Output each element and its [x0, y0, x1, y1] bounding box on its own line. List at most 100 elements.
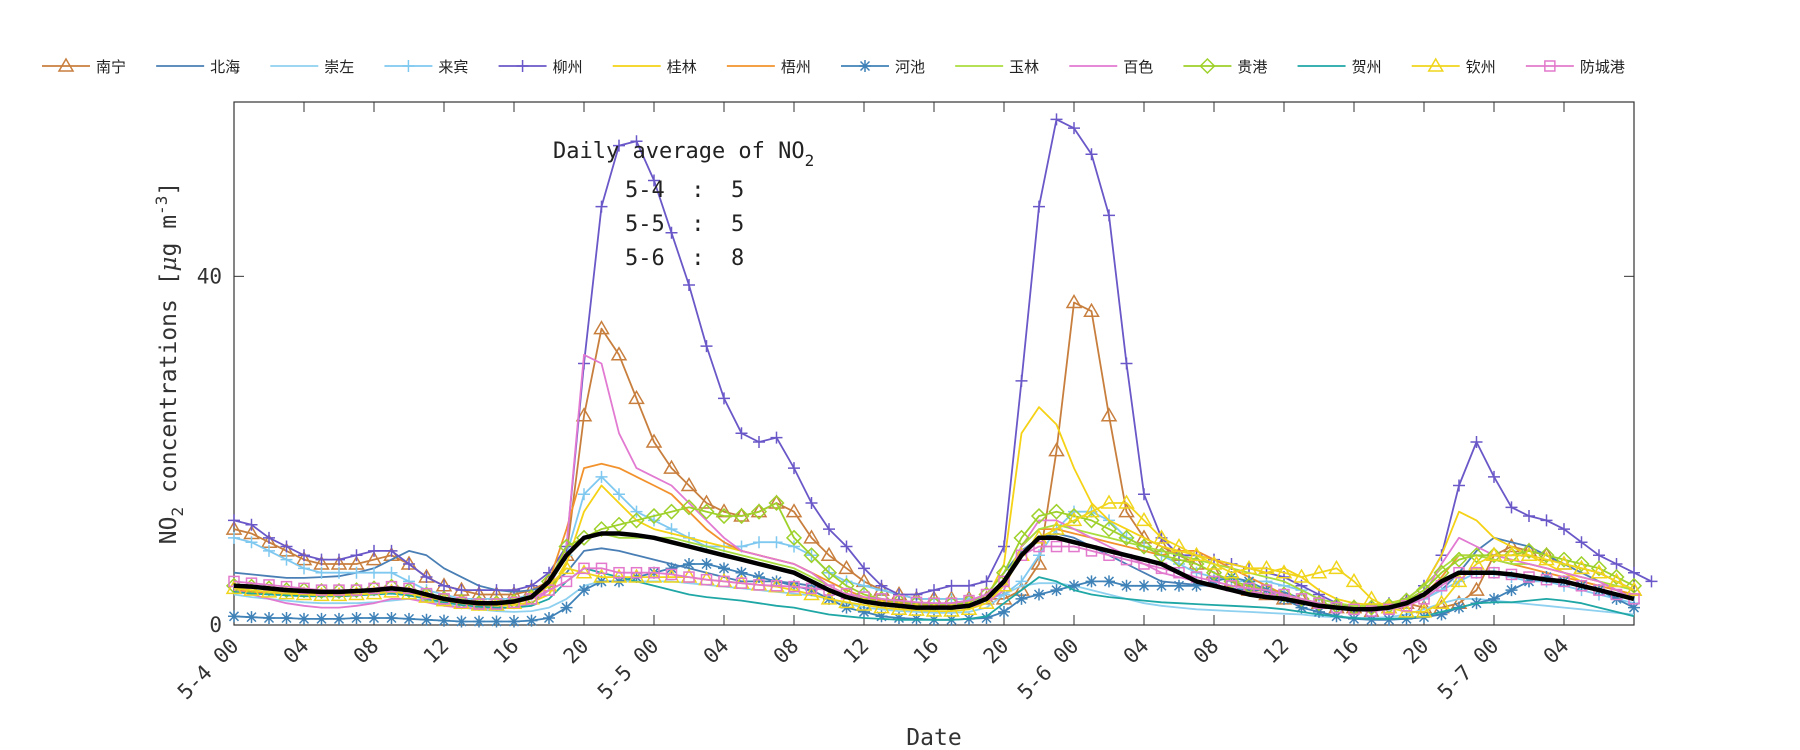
x-tick-label: 16 — [1329, 634, 1364, 669]
data-point — [263, 531, 275, 544]
legend-item: 玉林 — [955, 58, 1039, 76]
data-point — [1015, 549, 1028, 562]
data-point — [1415, 582, 1433, 599]
data-point — [1118, 494, 1135, 509]
data-point — [403, 612, 415, 625]
data-point — [385, 544, 398, 557]
data-point — [245, 536, 258, 549]
data-point — [578, 584, 590, 597]
data-point — [823, 523, 835, 536]
data-point — [543, 612, 555, 625]
data-point — [1015, 575, 1028, 588]
data-point — [1205, 564, 1223, 581]
x-tick-label: 5-7 00 — [1433, 634, 1504, 705]
y-tick-labels: 0 40 — [197, 264, 222, 637]
data-point — [1155, 579, 1168, 592]
legend-marker — [1544, 60, 1556, 72]
data-point — [278, 585, 295, 600]
data-point — [718, 575, 730, 588]
data-point — [893, 612, 905, 625]
data-point — [1485, 547, 1503, 564]
annotation-title-sub: 2 — [805, 151, 815, 170]
data-point — [1120, 357, 1133, 370]
data-point — [680, 499, 698, 516]
data-point — [753, 536, 765, 549]
data-point — [595, 200, 608, 213]
data-point — [1240, 559, 1258, 575]
y-axis-title-close: ] — [156, 182, 182, 196]
data-point — [350, 566, 363, 579]
data-point — [1628, 566, 1640, 579]
data-point — [838, 559, 855, 575]
data-point — [1505, 501, 1518, 514]
data-point — [365, 585, 383, 600]
data-point — [1048, 520, 1065, 535]
legend-item: 贵港 — [1183, 57, 1267, 76]
data-point — [875, 579, 888, 592]
data-point — [1628, 601, 1640, 614]
data-point — [1520, 546, 1538, 562]
data-point — [733, 507, 750, 525]
data-point — [298, 582, 310, 595]
data-point — [628, 568, 645, 583]
data-point — [1520, 542, 1538, 559]
data-point — [1205, 555, 1223, 570]
y-axis-title-mu: μ — [156, 256, 182, 271]
y-tick-label: 40 — [197, 264, 222, 288]
x-tick-label: 04 — [1539, 634, 1574, 669]
y-axis-title-sup: -3 — [152, 196, 171, 215]
data-point — [1558, 523, 1570, 536]
data-point — [768, 494, 785, 509]
series-path — [233, 531, 1635, 612]
data-point — [558, 559, 575, 575]
data-point — [315, 566, 328, 579]
data-point — [228, 610, 240, 623]
legend-label: 北海 — [210, 58, 240, 76]
data-point — [718, 392, 730, 405]
legend-item: 梧州 — [726, 58, 811, 76]
data-point — [718, 562, 730, 575]
data-point — [735, 566, 748, 579]
data-point — [630, 566, 643, 579]
legend-marker — [57, 57, 75, 72]
data-point — [788, 462, 800, 475]
x-tick-label: 04 — [1119, 634, 1154, 669]
data-point — [1538, 547, 1555, 564]
data-point — [753, 579, 765, 591]
data-point — [593, 568, 610, 583]
data-point — [910, 588, 923, 601]
data-point — [735, 577, 748, 589]
data-point — [438, 579, 450, 592]
data-point — [1470, 435, 1483, 448]
data-point — [698, 494, 715, 509]
data-point — [858, 605, 870, 618]
data-point — [943, 602, 960, 617]
data-point — [1453, 479, 1465, 492]
data-point — [698, 503, 715, 520]
series-layer — [225, 113, 1658, 628]
data-point — [803, 547, 820, 564]
data-point — [365, 551, 383, 566]
data-point — [1363, 590, 1380, 605]
data-point — [610, 568, 628, 583]
data-point — [1608, 572, 1625, 588]
data-point — [280, 612, 293, 625]
x-tick-label: 20 — [559, 634, 594, 669]
legend-label: 柳州 — [553, 58, 583, 76]
data-point — [593, 320, 610, 335]
data-point — [1450, 572, 1468, 588]
data-point — [803, 529, 820, 544]
x-tick-label: 04 — [699, 634, 734, 669]
legend-item: 钦州 — [1411, 57, 1496, 76]
data-point — [403, 557, 415, 570]
data-point — [315, 612, 328, 625]
data-point — [1050, 584, 1063, 597]
data-point — [925, 602, 943, 617]
data-point — [1573, 555, 1590, 573]
data-point — [840, 540, 853, 553]
chart-legend: 南宁 北海 崇左 来宾 柳州 桂林 梧州 河池 玉林 百色 贵港 贺州 钦州 防城港 — [42, 57, 1625, 76]
legend-marker — [859, 60, 871, 72]
data-point — [1015, 374, 1028, 387]
data-point — [1625, 577, 1643, 594]
